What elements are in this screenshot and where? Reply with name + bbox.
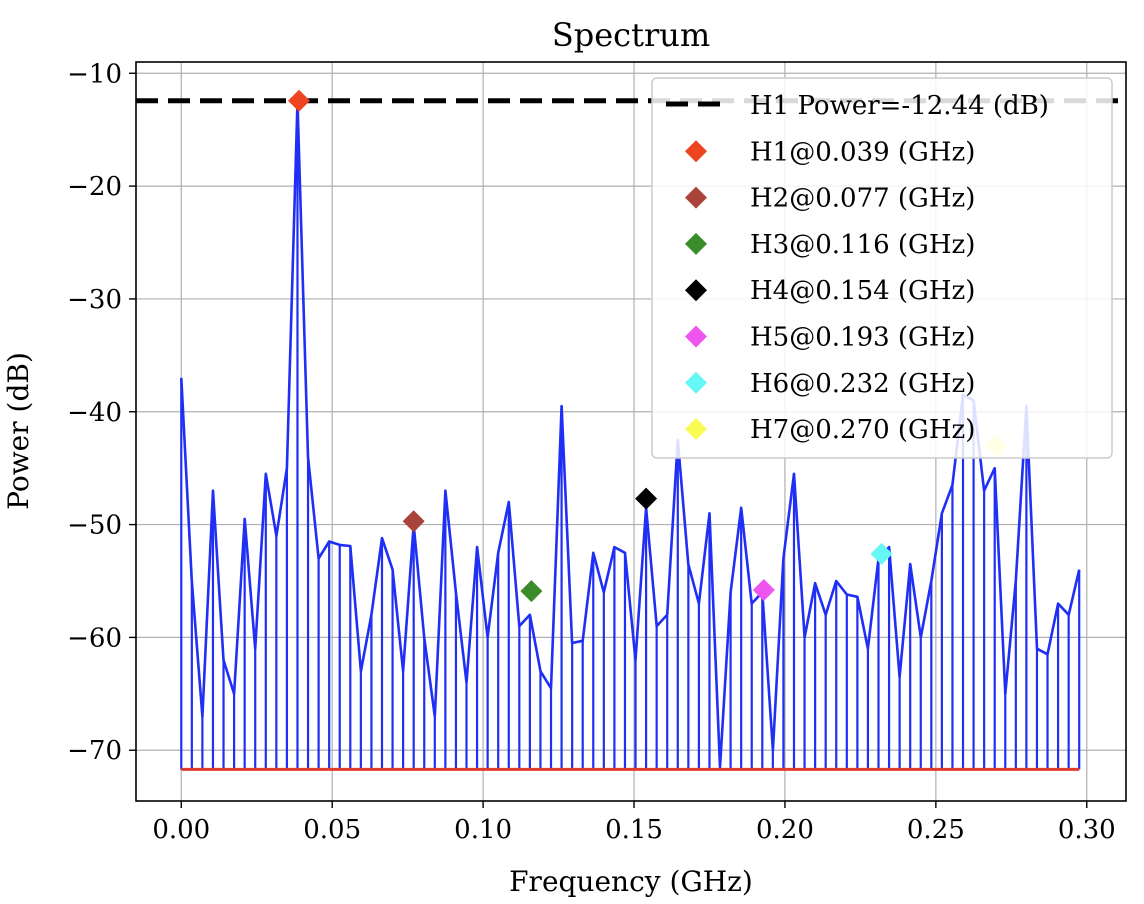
legend-marker-label: H5@0.193 (GHz) [750, 323, 975, 353]
harmonic-marker [520, 580, 543, 603]
harmonic-marker [635, 487, 658, 510]
legend-marker-label: H3@0.116 (GHz) [750, 230, 975, 260]
spectrum-series [180, 100, 1081, 771]
x-axis-ticks: 0.00 0.05 0.10 0.15 0.20 0.25 0.30 [152, 801, 1116, 845]
x-tick-label: 0.20 [756, 815, 814, 845]
x-tick-label: 0.30 [1058, 815, 1116, 845]
legend-marker-swatch [685, 325, 707, 348]
legend-marker-label: H7@0.270 (GHz) [750, 415, 975, 445]
legend: H1 Power=-12.44 (dB) H1@0.039 (GHz) H2@0.0… [651, 77, 1113, 459]
spectrum-line [180, 100, 1081, 769]
x-tick-label: 0.15 [605, 815, 663, 845]
legend-marker-label: H2@0.077 (GHz) [750, 184, 975, 214]
y-tick-label: −20 [67, 172, 122, 202]
y-tick-label: −30 [67, 285, 122, 315]
y-axis-label: Power (dB) [2, 352, 35, 510]
y-tick-label: −60 [67, 623, 122, 653]
chart-title: Spectrum [552, 16, 710, 54]
x-tick-label: 0.00 [152, 815, 210, 845]
harmonic-marker [752, 579, 775, 602]
legend-marker-swatch [685, 232, 707, 255]
y-tick-label: −70 [67, 736, 122, 766]
x-tick-label: 0.05 [303, 815, 361, 845]
y-tick-label: −50 [67, 511, 122, 541]
y-tick-label: −10 [67, 59, 122, 89]
legend-marker-swatch [685, 186, 707, 209]
plot-frame [135, 61, 1127, 802]
x-axis-label: Frequency (GHz) [509, 865, 753, 898]
y-tick-label: −40 [67, 398, 122, 428]
y-axis-ticks: −70 −60 −50 −40 −30 −20 −10 [67, 59, 136, 766]
legend-marker-swatch [685, 140, 707, 163]
harmonic-marker [402, 510, 425, 533]
legend-threshold-label: H1 Power=-12.44 (dB) [750, 91, 1049, 121]
legend-marker-label: H6@0.232 (GHz) [750, 369, 975, 399]
legend-marker-swatch [685, 279, 707, 302]
x-tick-label: 0.10 [454, 815, 512, 845]
legend-marker-label: H4@0.154 (GHz) [750, 276, 975, 306]
legend-marker-swatch [685, 371, 707, 394]
legend-box [651, 77, 1113, 459]
harmonic-marker [870, 542, 893, 565]
x-tick-label: 0.25 [907, 815, 965, 845]
spectrum-stems [180, 101, 1081, 770]
plot-content [136, 89, 1126, 771]
legend-marker-swatch [685, 418, 707, 441]
legend-marker-label: H1@0.039 (GHz) [750, 137, 975, 167]
harmonic-marker [287, 89, 310, 112]
